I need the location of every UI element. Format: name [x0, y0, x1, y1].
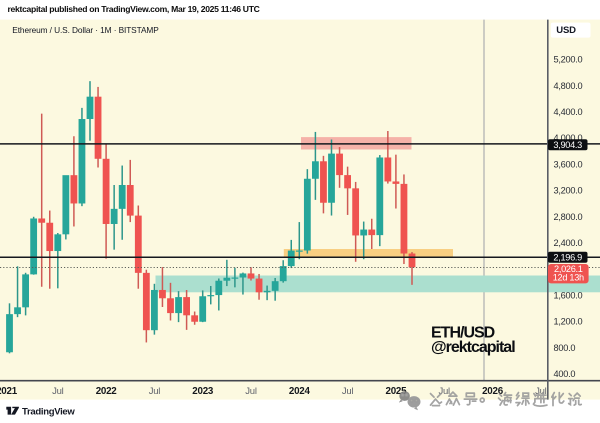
- svg-text:3,904.3: 3,904.3: [553, 140, 582, 150]
- svg-text:1,600.0: 1,600.0: [554, 291, 583, 301]
- svg-text:2021: 2021: [0, 386, 18, 397]
- svg-text:Ethereum / U.S. Dollar · 1M ·: Ethereum / U.S. Dollar · 1M · BITSTAMP: [12, 25, 159, 35]
- svg-text:USD: USD: [556, 25, 576, 36]
- svg-text:2024: 2024: [289, 386, 311, 397]
- svg-text:TradingView: TradingView: [22, 406, 75, 417]
- svg-text:ETH/USD: ETH/USD: [431, 325, 495, 342]
- svg-text:5,200.0: 5,200.0: [554, 55, 583, 65]
- svg-text:Jul: Jul: [245, 386, 257, 397]
- svg-text:@rektcapital: @rektcapital: [431, 339, 515, 356]
- svg-text:4,400.0: 4,400.0: [554, 107, 583, 117]
- svg-text:12d 13h: 12d 13h: [553, 273, 584, 283]
- svg-text:400.0: 400.0: [554, 369, 576, 379]
- svg-text:Jul: Jul: [535, 386, 547, 397]
- svg-text:3,200.0: 3,200.0: [554, 186, 583, 196]
- svg-text:2025: 2025: [386, 386, 408, 397]
- svg-text:800.0: 800.0: [554, 343, 576, 353]
- svg-text:2022: 2022: [96, 386, 118, 397]
- svg-text:Jul: Jul: [149, 386, 161, 397]
- svg-text:1,200.0: 1,200.0: [554, 317, 583, 327]
- svg-text:2,196.9: 2,196.9: [553, 252, 582, 262]
- svg-text:4,000.0: 4,000.0: [554, 133, 583, 143]
- svg-text:2,400.0: 2,400.0: [554, 238, 583, 248]
- svg-text:2023: 2023: [192, 386, 214, 397]
- svg-text:2026: 2026: [482, 386, 504, 397]
- svg-text:2,800.0: 2,800.0: [554, 212, 583, 222]
- svg-text:2,026.1: 2,026.1: [554, 264, 583, 274]
- svg-text:4,800.0: 4,800.0: [554, 81, 583, 91]
- svg-text:rektcapital published on Tradi: rektcapital published on TradingView.com…: [8, 4, 260, 14]
- svg-text:3,600.0: 3,600.0: [554, 159, 583, 169]
- svg-text:Jul: Jul: [52, 386, 64, 397]
- svg-text:Jul: Jul: [438, 386, 450, 397]
- svg-text:Jul: Jul: [342, 386, 354, 397]
